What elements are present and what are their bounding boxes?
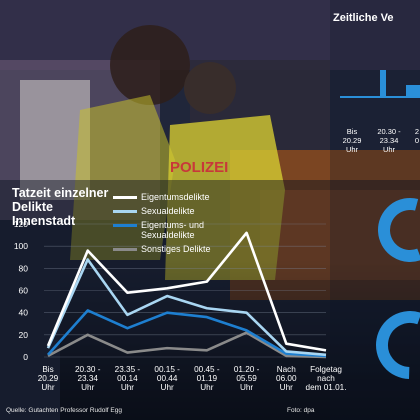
gridlines <box>44 223 326 358</box>
legend-swatch <box>113 210 137 213</box>
source-note: Quelle: Gutachten Professor Rudolf Egg <box>6 407 122 414</box>
vest-text: POLIZEI <box>170 159 228 176</box>
x-tick-label: 23.35 -00.14 Uhr <box>115 365 141 392</box>
legend-item: Eigentums- und Sexualdelikte <box>113 220 231 240</box>
y-tick-label: 40 <box>19 308 29 318</box>
right-panel-title: Zeitliche Ve <box>333 12 394 24</box>
chart-title-text: Tatzeit einzelner Delikte Innenstadt <box>12 186 109 228</box>
x-tick-label: Bis 20.29 Uhr <box>38 365 59 392</box>
donut-segment <box>376 311 420 379</box>
photo-credit: Foto: dpa <box>287 407 315 414</box>
right-bar <box>380 70 386 98</box>
legend-label: Sonstiges Delikte <box>141 244 211 254</box>
donut-segment <box>378 198 420 262</box>
right-x-tick-label: Bis 20.29 Uhr <box>343 127 362 154</box>
y-tick-label: 0 <box>23 352 28 362</box>
y-tick-label: 60 <box>19 286 29 296</box>
legend: Eigentumsdelikte Sexualdelikte Eigentums- … <box>113 192 231 258</box>
y-tick-label: 100 <box>14 241 28 251</box>
y-tick-label: 80 <box>19 263 29 273</box>
x-axis: Bis 20.29 Uhr 20.30 -23.34 Uhr 23.35 -00.14 Uh… <box>38 365 347 392</box>
x-tick-label: 01.20 -05.59 Uhr <box>234 365 260 392</box>
series-line <box>47 309 327 358</box>
y-tick-label: 20 <box>19 330 29 340</box>
legend-swatch <box>113 224 137 227</box>
x-tick-label: 00.15 -00.44 Uhr <box>154 365 180 392</box>
legend-item: Sexualdelikte <box>113 206 231 216</box>
right-panel: Bis 20.29 Uhr 20.30 -23.34 Uhr 2 0 <box>340 70 420 379</box>
right-x-tick-label: 20.30 -23.34 Uhr <box>377 127 401 154</box>
series-lines <box>46 231 327 359</box>
right-bar <box>406 85 420 98</box>
x-tick-label: 20.30 -23.34 Uhr <box>75 365 101 392</box>
legend-swatch <box>113 248 137 251</box>
legend-label: Eigentumsdelikte <box>141 192 210 202</box>
legend-label: Eigentums- und Sexualdelikte <box>141 220 205 240</box>
x-tick-label: Folgetag nach dem 01.01. <box>306 365 347 392</box>
x-tick-label: 00.45 -01.19 Uhr <box>194 365 220 392</box>
y-axis: 0 20 40 60 80 100 120 <box>14 219 28 362</box>
series-line <box>47 331 327 359</box>
legend-item: Sonstiges Delikte <box>113 244 231 254</box>
y-tick-label: 120 <box>14 219 28 229</box>
series-line <box>46 258 327 357</box>
legend-item: Eigentumsdelikte <box>113 192 231 202</box>
right-bar-baseline <box>340 96 412 98</box>
legend-swatch <box>113 196 137 199</box>
x-tick-label: Nach 06.00 Uhr <box>276 365 297 392</box>
chart-title: Tatzeit einzelner Delikte Innenstadt <box>12 186 117 228</box>
series-line <box>46 231 327 352</box>
legend-label: Sexualdelikte <box>141 206 195 216</box>
